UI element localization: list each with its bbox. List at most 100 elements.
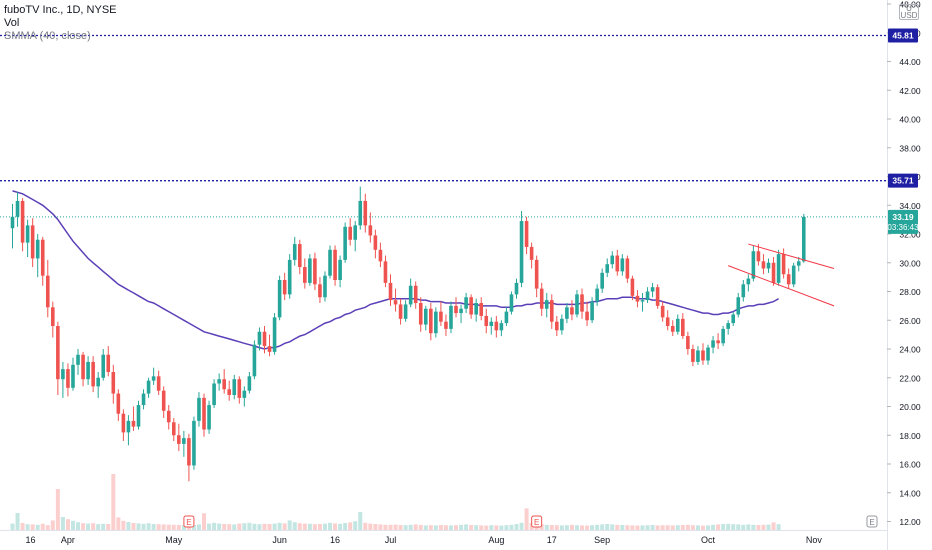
candle[interactable] <box>202 397 206 430</box>
candle[interactable] <box>791 265 796 285</box>
candle[interactable] <box>116 393 121 414</box>
candle[interactable] <box>766 262 771 269</box>
earnings-marker[interactable] <box>531 515 543 528</box>
candle[interactable] <box>544 300 549 309</box>
channel-trendline[interactable] <box>728 265 835 307</box>
candle[interactable] <box>645 291 650 301</box>
candle[interactable] <box>751 251 756 279</box>
candle[interactable] <box>711 340 715 348</box>
candle[interactable] <box>71 364 75 388</box>
candle[interactable] <box>61 369 65 380</box>
candle[interactable] <box>222 379 226 390</box>
candle[interactable] <box>151 376 156 381</box>
candle[interactable] <box>393 300 398 305</box>
candle[interactable] <box>620 258 625 272</box>
candle[interactable] <box>45 275 50 308</box>
candle[interactable] <box>691 349 695 362</box>
candle[interactable] <box>86 361 90 380</box>
candle[interactable] <box>686 336 690 349</box>
candle[interactable] <box>313 258 317 285</box>
candle[interactable] <box>267 346 272 352</box>
candle[interactable] <box>696 350 700 362</box>
candle[interactable] <box>731 314 736 324</box>
candle[interactable] <box>257 331 262 345</box>
candle[interactable] <box>383 261 388 283</box>
candle[interactable] <box>66 369 70 388</box>
candle[interactable] <box>343 226 347 260</box>
candle[interactable] <box>585 311 589 321</box>
candle[interactable] <box>625 258 630 279</box>
candle[interactable] <box>272 317 277 352</box>
candle[interactable] <box>469 297 473 315</box>
candle[interactable] <box>35 239 40 259</box>
candle[interactable] <box>494 321 499 331</box>
candle[interactable] <box>555 321 559 331</box>
candle[interactable] <box>348 226 352 240</box>
candle[interactable] <box>323 275 327 298</box>
candle[interactable] <box>524 221 529 247</box>
channel-trendline[interactable] <box>748 243 835 269</box>
candle[interactable] <box>358 200 363 226</box>
candle[interactable] <box>378 249 383 262</box>
candle[interactable] <box>303 267 307 283</box>
candle[interactable] <box>761 261 766 269</box>
candle[interactable] <box>141 393 146 406</box>
candle[interactable] <box>706 347 710 361</box>
candle[interactable] <box>418 303 423 325</box>
candle[interactable] <box>111 372 116 394</box>
candle[interactable] <box>575 294 579 315</box>
candle[interactable] <box>514 282 519 295</box>
candle[interactable] <box>338 259 342 280</box>
candle[interactable] <box>252 344 257 377</box>
candle[interactable] <box>670 326 675 332</box>
candle[interactable] <box>681 318 685 337</box>
candle[interactable] <box>721 328 725 344</box>
candle[interactable] <box>10 216 15 229</box>
candle[interactable] <box>701 350 705 361</box>
candle[interactable] <box>429 308 433 334</box>
candle[interactable] <box>590 301 594 321</box>
earnings-marker[interactable] <box>866 515 878 528</box>
candle[interactable] <box>297 244 302 268</box>
candle[interactable] <box>51 307 55 326</box>
candle[interactable] <box>479 303 484 316</box>
candle[interactable] <box>726 323 730 329</box>
candle[interactable] <box>161 390 166 411</box>
candle[interactable] <box>192 420 196 466</box>
candle[interactable] <box>217 379 221 384</box>
candle[interactable] <box>660 305 665 318</box>
candle[interactable] <box>716 340 720 344</box>
smma-line[interactable] <box>12 190 779 350</box>
candle[interactable] <box>741 284 746 298</box>
candle[interactable] <box>398 304 403 319</box>
candle[interactable] <box>353 225 358 240</box>
candle[interactable] <box>56 326 60 380</box>
candle[interactable] <box>20 200 25 243</box>
candle[interactable] <box>504 311 509 324</box>
candle[interactable] <box>247 376 252 391</box>
candle[interactable] <box>570 307 574 315</box>
candle[interactable] <box>156 376 161 391</box>
candle[interactable] <box>610 255 615 265</box>
candle[interactable] <box>282 280 287 295</box>
legend-smma[interactable]: SMMA (40, close) <box>4 30 91 42</box>
legend-symbol[interactable]: fuboTV Inc., 1D, NYSE <box>4 4 117 16</box>
candle[interactable] <box>81 354 85 380</box>
candle[interactable] <box>121 413 126 433</box>
candle[interactable] <box>40 239 45 276</box>
candle[interactable] <box>136 405 141 427</box>
candle[interactable] <box>434 311 438 334</box>
candle[interactable] <box>227 389 232 395</box>
candle[interactable] <box>484 315 489 326</box>
candle[interactable] <box>600 272 604 289</box>
candle[interactable] <box>756 251 761 262</box>
candle[interactable] <box>232 379 237 395</box>
candle[interactable] <box>771 262 776 283</box>
candle[interactable] <box>388 282 393 301</box>
candle[interactable] <box>287 259 292 295</box>
candle[interactable] <box>474 303 478 315</box>
candle[interactable] <box>489 321 494 326</box>
candle[interactable] <box>333 249 337 280</box>
candle[interactable] <box>650 287 655 292</box>
